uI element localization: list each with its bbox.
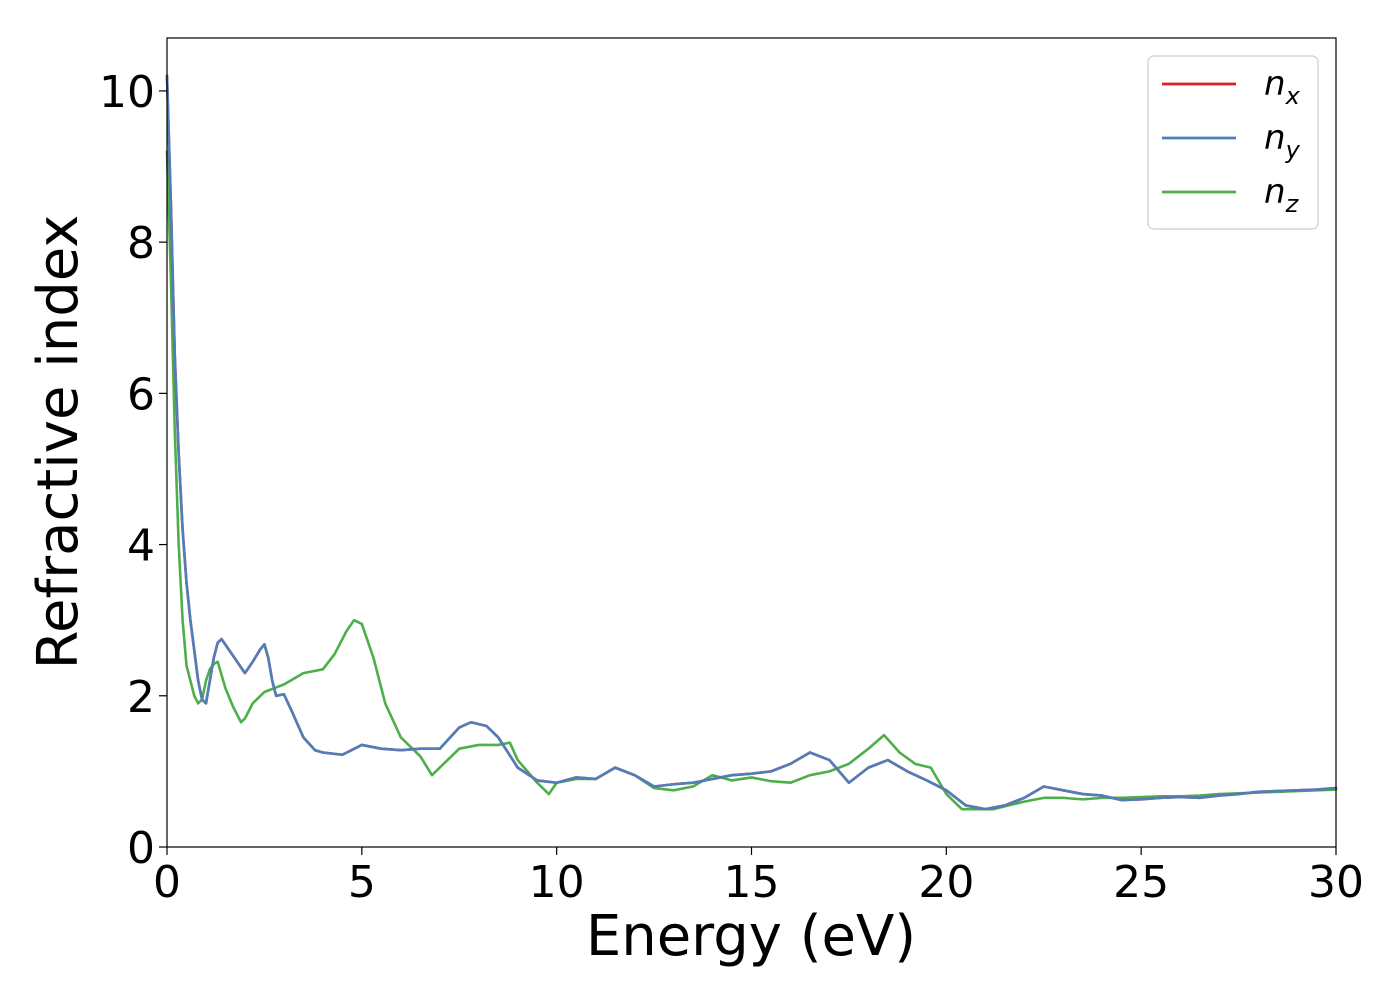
x-tick-label: 0 <box>153 857 181 908</box>
x-tick-label: 30 <box>1308 857 1364 908</box>
y-tick-label: 0 <box>127 823 155 874</box>
series-layer <box>165 74 1338 811</box>
plot-background <box>167 38 1336 847</box>
x-tick-label: 15 <box>724 857 780 908</box>
y-tick-label: 4 <box>127 521 155 572</box>
legend-label-main: n <box>1264 118 1286 158</box>
plot-area <box>165 37 1338 848</box>
y-tick-label: 2 <box>127 672 155 723</box>
y-tick-label: 10 <box>99 67 155 118</box>
legend-box <box>1147 55 1319 230</box>
y-tick-label: 8 <box>127 218 155 269</box>
legend-label-main: n <box>1264 64 1286 104</box>
legend-label-sub: x <box>1285 82 1301 110</box>
y-axis-title: Refractive index <box>26 215 91 670</box>
legend-label-main: n <box>1264 172 1286 212</box>
legend-label-z: nz <box>1264 172 1300 218</box>
x-axis-title: Energy (eV) <box>586 904 916 969</box>
x-tick-label: 20 <box>918 857 974 908</box>
series-line-z <box>165 150 1338 811</box>
x-tick-label: 5 <box>348 857 376 908</box>
legend-label-x: nx <box>1264 64 1301 110</box>
legend-label-sub: z <box>1285 190 1300 218</box>
legend-label-y: ny <box>1264 118 1301 164</box>
legend-label-sub: y <box>1285 136 1301 164</box>
series-line-y <box>165 74 1338 811</box>
x-tick-label: 25 <box>1113 857 1169 908</box>
x-axis: 0 5 10 15 20 25 30 <box>153 847 1364 908</box>
x-tick-label: 10 <box>529 857 585 908</box>
y-axis: 0 2 4 6 8 10 <box>99 67 167 874</box>
y-tick-label: 6 <box>127 369 155 420</box>
